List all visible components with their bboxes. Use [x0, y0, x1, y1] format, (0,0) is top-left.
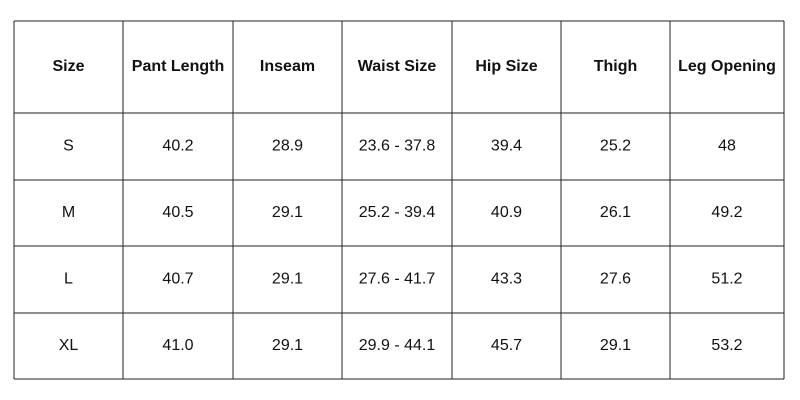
- table-cell: M: [62, 204, 75, 221]
- table-cell: 27.6: [600, 271, 631, 288]
- table-cell: 26.1: [600, 204, 631, 221]
- header-cell: Pant Length: [132, 58, 224, 75]
- table-cell: 25.2: [600, 138, 631, 155]
- header-cell: Size: [52, 58, 84, 75]
- table-cell: 29.1: [272, 271, 303, 288]
- table-cell: 39.4: [491, 138, 522, 155]
- table-cell: 29.1: [272, 337, 303, 354]
- table-cell: 40.7: [162, 271, 193, 288]
- table-cell: XL: [59, 337, 79, 354]
- table-cell: 29.9 - 44.1: [359, 337, 436, 354]
- header-cell: Waist Size: [358, 58, 437, 75]
- table-cell: 40.2: [162, 138, 193, 155]
- table-cell: 53.2: [711, 337, 742, 354]
- table-cell: 27.6 - 41.7: [359, 271, 436, 288]
- table-cell: 29.1: [272, 204, 303, 221]
- table-cell: 28.9: [272, 138, 303, 155]
- table-cell: S: [63, 138, 74, 155]
- header-cell: Leg Opening: [678, 58, 776, 75]
- table-cell: 40.5: [162, 204, 193, 221]
- table-cell: 40.9: [491, 204, 522, 221]
- table-cell: 41.0: [162, 337, 193, 354]
- table-cell: 51.2: [711, 271, 742, 288]
- table-cell: L: [64, 271, 73, 288]
- table-cell: 23.6 - 37.8: [359, 138, 436, 155]
- table-cell: 45.7: [491, 337, 522, 354]
- table-cell: 49.2: [711, 204, 742, 221]
- table-cell: 43.3: [491, 271, 522, 288]
- header-cell: Hip Size: [475, 58, 537, 75]
- header-cell: Inseam: [260, 58, 315, 75]
- table-cell: 48: [718, 138, 736, 155]
- table-cell: 29.1: [600, 337, 631, 354]
- table-cell: 25.2 - 39.4: [359, 204, 436, 221]
- header-cell: Thigh: [594, 58, 638, 75]
